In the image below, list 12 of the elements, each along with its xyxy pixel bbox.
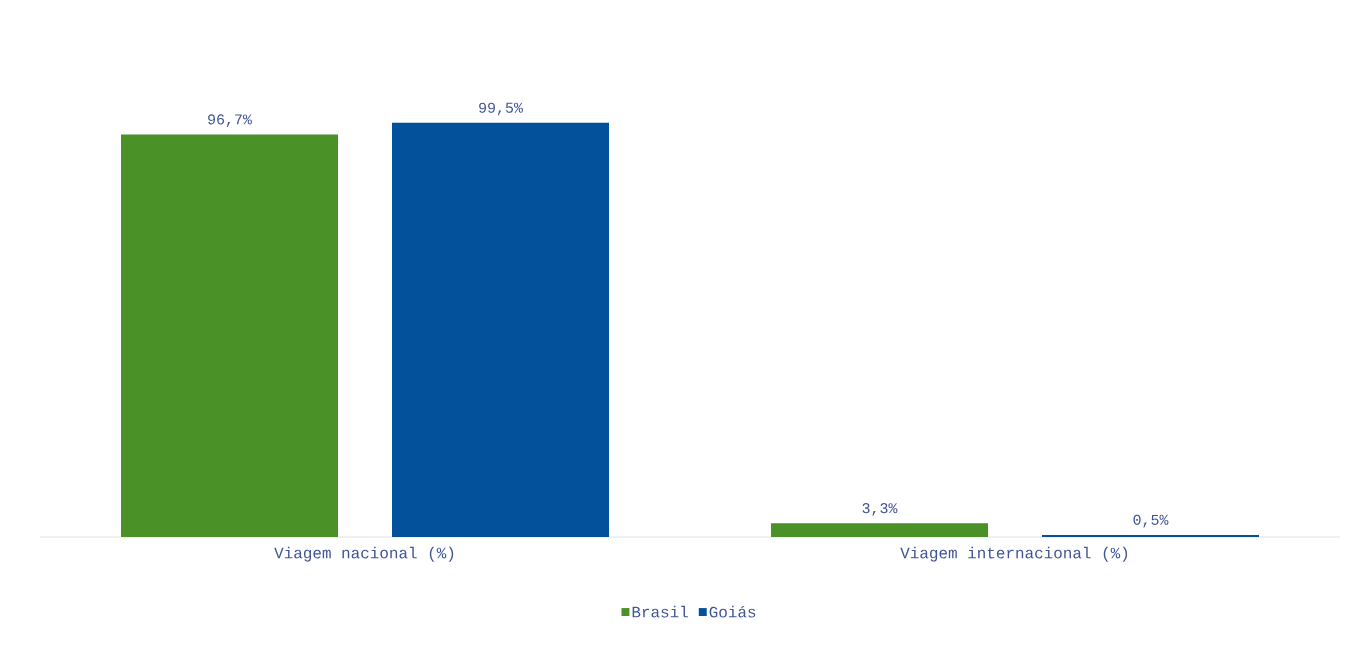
bar (1042, 534, 1260, 537)
legend-label: Goiás (709, 605, 756, 618)
x-tick-label: Viagem internacional (%) (900, 546, 1128, 562)
bar (121, 134, 338, 537)
bar (771, 523, 989, 537)
data-label: 99,5% (479, 102, 523, 116)
data-label: 3,3% (862, 503, 898, 516)
legend-label: Brasil (632, 605, 688, 618)
data-label: 0,5% (1133, 514, 1169, 528)
bar (392, 122, 610, 537)
data-label: 96,7% (208, 114, 252, 127)
x-tick-label: Viagem nacional (%) (274, 546, 454, 562)
